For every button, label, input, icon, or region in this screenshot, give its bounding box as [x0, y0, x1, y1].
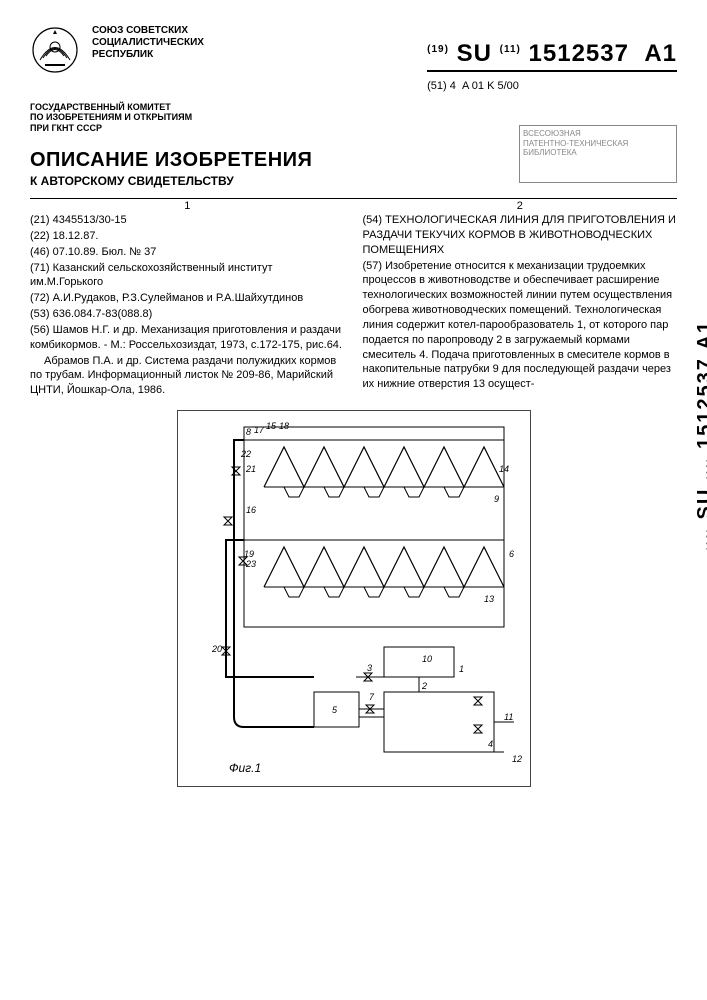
ipc-prefix: (51) 4 [427, 80, 456, 92]
field-54: (54) ТЕХНОЛОГИЧЕСКАЯ ЛИНИЯ ДЛЯ ПРИГОТОВЛ… [363, 213, 678, 258]
column-2: 2 (54) ТЕХНОЛОГИЧЕСКАЯ ЛИНИЯ ДЛЯ ПРИГОТО… [363, 213, 678, 398]
svg-text:10: 10 [422, 654, 432, 664]
svg-text:14: 14 [499, 464, 509, 474]
text-columns: 1 (21) 4345513/30-15 (22) 18.12.87. (46)… [30, 213, 677, 398]
svg-text:16: 16 [246, 505, 256, 515]
code-country: SU [457, 40, 492, 67]
svg-text:12: 12 [512, 754, 522, 764]
ipc-code: A 01 K 5/00 [462, 80, 519, 92]
svg-text:21: 21 [245, 464, 256, 474]
code-number: 1512537 [529, 40, 629, 67]
svg-text:1: 1 [459, 664, 464, 674]
header-row: СОЮЗ СОВЕТСКИХ СОЦИАЛИСТИЧЕСКИХ РЕСПУБЛИ… [30, 25, 677, 92]
svg-text:8: 8 [246, 427, 251, 437]
svg-text:17: 17 [254, 425, 265, 435]
svg-text:11: 11 [504, 712, 513, 722]
code-prefix-19: (19) [427, 44, 449, 55]
side-kind: A1 [694, 320, 707, 350]
library-stamp: ВСЕСОЮЗНАЯ ПАТЕНТНО-ТЕХНИЧЕСКАЯ БИБЛИОТЕ… [519, 125, 677, 183]
svg-text:2: 2 [421, 681, 427, 691]
code-kind: A1 [644, 40, 677, 67]
side-doc-code: (19) SU (11) 1512537 A1 [694, 320, 707, 551]
doc-code: (19) SU (11) 1512537 A1 (51) 4 A 01 K 5/… [427, 25, 677, 92]
svg-text:23: 23 [245, 559, 256, 569]
svg-text:22: 22 [240, 449, 251, 459]
svg-text:3: 3 [367, 663, 372, 673]
field-21: (21) 4345513/30-15 [30, 213, 345, 228]
figure-caption: Фиг.1 [229, 761, 261, 775]
field-71: (71) Казанский сельскохозяйственный инст… [30, 261, 345, 291]
figure-1: 1 2 3 4 5 6 7 8 9 10 11 12 13 14 15 16 1… [177, 410, 531, 787]
reference-para: Абрамов П.А. и др. Система раздачи полуж… [30, 354, 345, 399]
col1-number: 1 [184, 199, 190, 214]
svg-text:9: 9 [494, 494, 499, 504]
figure-container: 1 2 3 4 5 6 7 8 9 10 11 12 13 14 15 16 1… [30, 410, 677, 787]
field-46: (46) 07.10.89. Бюл. № 37 [30, 245, 345, 260]
field-72: (72) А.И.Рудаков, Р.З.Сулейманов и Р.А.Ш… [30, 291, 345, 306]
svg-text:4: 4 [488, 739, 493, 749]
svg-text:20: 20 [211, 644, 222, 654]
ipc-classification: (51) 4 A 01 K 5/00 [427, 80, 677, 92]
svg-text:6: 6 [509, 549, 514, 559]
svg-text:13: 13 [484, 594, 494, 604]
svg-text:19: 19 [244, 549, 254, 559]
field-53: (53) 636.084.7-83(088.8) [30, 307, 345, 322]
svg-text:15: 15 [266, 421, 277, 431]
side-country: SU [694, 488, 707, 520]
schematic-diagram-icon: 1 2 3 4 5 6 7 8 9 10 11 12 13 14 15 16 1… [184, 417, 524, 777]
union-name: СОЮЗ СОВЕТСКИХ СОЦИАЛИСТИЧЕСКИХ РЕСПУБЛИ… [92, 25, 204, 61]
ussr-emblem-icon [30, 25, 80, 75]
field-22: (22) 18.12.87. [30, 229, 345, 244]
side-number: 1512537 [694, 357, 707, 449]
col2-number: 2 [517, 199, 523, 214]
svg-text:18: 18 [279, 421, 289, 431]
field-56: (56) Шамов Н.Г. и др. Механизация пригот… [30, 323, 345, 353]
divider [30, 198, 677, 199]
code-prefix-11: (11) [500, 44, 521, 55]
field-57: (57) Изобретение относится к механизации… [363, 259, 678, 393]
column-1: 1 (21) 4345513/30-15 (22) 18.12.87. (46)… [30, 213, 345, 398]
